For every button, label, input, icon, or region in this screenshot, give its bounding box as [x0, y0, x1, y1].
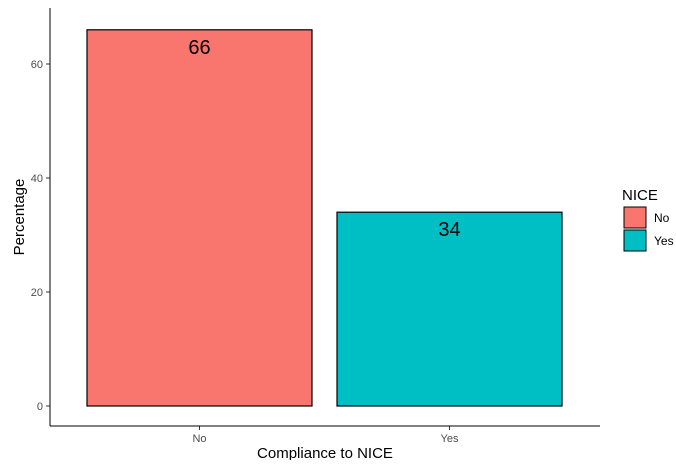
data-label-yes: 34	[438, 219, 460, 241]
x-axis-title: Compliance to NICE	[257, 445, 393, 460]
bar-no	[86, 29, 313, 407]
y-tick-label-20: 20	[31, 287, 43, 299]
bar-yes	[336, 211, 563, 407]
y-axis-title: Percentage	[11, 179, 28, 256]
x-tick-label-yes: Yes	[441, 433, 459, 445]
y-tick-label-0: 0	[37, 401, 43, 413]
x-tick-label-no: No	[192, 433, 206, 445]
legend-swatch-yes	[623, 229, 647, 252]
data-label-no: 66	[188, 37, 210, 59]
plot-area: 0 20 40 60 66 No 34 Yes	[31, 29, 563, 445]
y-tick-label-60: 60	[31, 59, 43, 71]
y-tick-label-40: 40	[31, 173, 43, 185]
legend-swatch-no	[623, 206, 647, 229]
legend-label-yes: Yes	[654, 234, 674, 248]
legend: NICE No Yes	[622, 187, 674, 252]
legend-label-no: No	[654, 211, 670, 225]
legend-title: NICE	[622, 187, 658, 204]
